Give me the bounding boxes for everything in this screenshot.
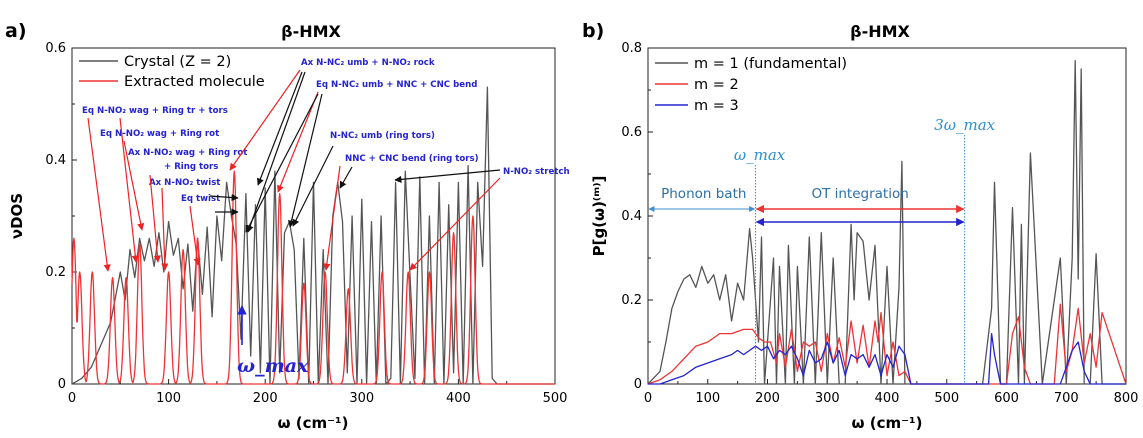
y-tick-label: 0 bbox=[58, 377, 66, 392]
x-tick-label: 200 bbox=[253, 391, 278, 406]
panel-b: b) β-HMX 0 100 200 300 400 500 600 700 800 0 0.2 0.… bbox=[582, 20, 1138, 432]
arrow-red-eq-umb bbox=[277, 91, 319, 193]
y-tick-label: 0.6 bbox=[45, 41, 66, 56]
panel-a-x-axis-label: ω (cm⁻¹) bbox=[278, 414, 349, 432]
panel-b-series bbox=[647, 59, 1127, 385]
x-tick-label: 0 bbox=[68, 391, 76, 406]
legend-label-m3: m = 3 bbox=[694, 98, 739, 114]
arrow-red-eq-wag-2 bbox=[119, 117, 139, 263]
arrow-red-ax-wag bbox=[149, 174, 161, 263]
legend-label-crystal: Crystal (Z = 2) bbox=[124, 54, 231, 70]
panel-a-annotations: Ax N-NC₂ umb + N-NO₂ rock Eq N-NC₂ umb +… bbox=[82, 58, 570, 204]
panel-a-ticks: 0 100 200 300 400 500 0 0.2 0.4 0.6 bbox=[45, 41, 567, 406]
x-tick-label: 300 bbox=[349, 391, 374, 406]
panel-b-ticks: 0 100 200 300 400 500 600 700 800 0 0.2 0.4 0.6 0.8 bbox=[621, 41, 1138, 406]
arrow-red-stretch bbox=[409, 177, 501, 271]
panel-b-regions: ω_max 3ω_max Phonon bath OT integration bbox=[648, 116, 996, 384]
y-tick-label: 0.4 bbox=[621, 209, 642, 224]
legend-label-m2: m = 2 bbox=[694, 77, 739, 93]
panel-a-annotation-arrows bbox=[87, 69, 501, 345]
x-tick-label: 400 bbox=[446, 391, 471, 406]
arrow-black-ax-umb-1 bbox=[256, 71, 303, 186]
ann-ax-nno2-wag: Ax N-NO₂ wag + Ring rot bbox=[128, 148, 247, 158]
x-tick-label: 800 bbox=[1114, 391, 1139, 406]
legend-label-m1: m = 1 (fundamental) bbox=[694, 56, 847, 72]
arrow-red-ax-twist bbox=[161, 187, 169, 271]
panel-a: a) β-HMX 0 100 200 300 400 500 0 0.2 0.4 0.6 ω (c… bbox=[5, 20, 570, 432]
panel-a-y-axis-label: νDOS bbox=[8, 193, 26, 239]
ann-ring-tors: + Ring tors bbox=[164, 162, 218, 172]
arrow-red-bend bbox=[323, 165, 341, 271]
arrow-black-ax-twist bbox=[209, 193, 239, 202]
x-tick-label: 300 bbox=[815, 391, 840, 406]
ann-nnc-cnc-bend: NNC + CNC bend (ring tors) bbox=[345, 154, 479, 164]
arrow-red-eq-twist bbox=[189, 205, 201, 266]
arrow-black-ax-umb-2 bbox=[246, 71, 306, 233]
y-tick-label: 0.6 bbox=[621, 125, 642, 140]
series-line-2 bbox=[647, 303, 1127, 385]
y-tick-label: 0.8 bbox=[621, 41, 642, 56]
arrow-black-ring-tors bbox=[292, 145, 334, 227]
ann-eq-nno2-wag-ring-tr: Eq N-NO₂ wag + Ring tr + tors bbox=[82, 106, 228, 116]
panel-b-y-axis-label: P[g(ω)⁽ᵐ⁾] bbox=[590, 176, 608, 257]
ann-eq-nno2-wag-ring-rot: Eq N-NO₂ wag + Ring rot bbox=[100, 129, 219, 139]
x-tick-label: 700 bbox=[1054, 391, 1079, 406]
ann-eq-nnc2-umb-bend: Eq N-NC₂ umb + NNC + CNC bend bbox=[316, 80, 477, 90]
ann-3-omega-max: 3ω_max bbox=[934, 116, 995, 134]
ann-ax-nno2-twist: Ax N-NO₂ twist bbox=[149, 178, 220, 188]
arrow-black-eq-umb-1 bbox=[245, 93, 319, 233]
ann-omega-max-a: ω_max bbox=[237, 355, 309, 377]
panel-a-title: β-HMX bbox=[281, 22, 341, 41]
panel-b-legend: m = 1 (fundamental) m = 2 m = 3 bbox=[655, 56, 847, 114]
ann-nno2-stretch: N-NO₂ stretch bbox=[503, 167, 570, 177]
x-tick-label: 100 bbox=[156, 391, 181, 406]
label-phonon-bath: Phonon bath bbox=[661, 186, 746, 202]
arrow-red-eq-wag-1 bbox=[87, 117, 111, 272]
panel-b-x-axis-label: ω (cm⁻¹) bbox=[852, 414, 923, 432]
x-tick-label: 100 bbox=[695, 391, 720, 406]
arrow-black-bend bbox=[339, 166, 353, 189]
arrow-black-stretch bbox=[394, 169, 501, 183]
label-ot-integration: OT integration bbox=[811, 186, 908, 202]
x-tick-label: 500 bbox=[543, 391, 568, 406]
panel-a-plot-frame bbox=[71, 47, 556, 385]
y-tick-label: 0.2 bbox=[45, 265, 66, 280]
panel-a-letter: a) bbox=[5, 20, 27, 42]
series-line-1 bbox=[647, 59, 1126, 385]
x-tick-label: 600 bbox=[994, 391, 1019, 406]
arrow-red-eq-rot bbox=[123, 140, 145, 231]
ann-nnc2-umb-ring-tors: N-NC₂ umb (ring tors) bbox=[330, 131, 435, 141]
y-tick-label: 0.4 bbox=[45, 153, 66, 168]
ann-eq-twist: Eq twist bbox=[181, 194, 220, 204]
arrow-red-ax-umb bbox=[229, 69, 301, 171]
legend-label-extracted: Extracted molecule bbox=[124, 74, 265, 90]
series-line-2 bbox=[71, 170, 556, 385]
x-tick-label: 0 bbox=[644, 391, 652, 406]
y-tick-label: 0 bbox=[634, 377, 642, 392]
panel-b-letter: b) bbox=[582, 20, 604, 42]
x-tick-label: 200 bbox=[755, 391, 780, 406]
x-tick-label: 500 bbox=[934, 391, 959, 406]
y-tick-label: 0.2 bbox=[621, 293, 642, 308]
panel-b-title: β-HMX bbox=[850, 22, 910, 41]
panel-a-legend: Crystal (Z = 2) Extracted molecule bbox=[79, 54, 265, 90]
series-line-3 bbox=[648, 332, 1126, 385]
arrow-black-eq-umb-2 bbox=[288, 93, 323, 228]
ann-ax-nnc2-umb-rock: Ax N-NC₂ umb + N-NO₂ rock bbox=[301, 58, 435, 68]
x-tick-label: 400 bbox=[875, 391, 900, 406]
ann-omega-max-b: ω_max bbox=[734, 146, 786, 164]
